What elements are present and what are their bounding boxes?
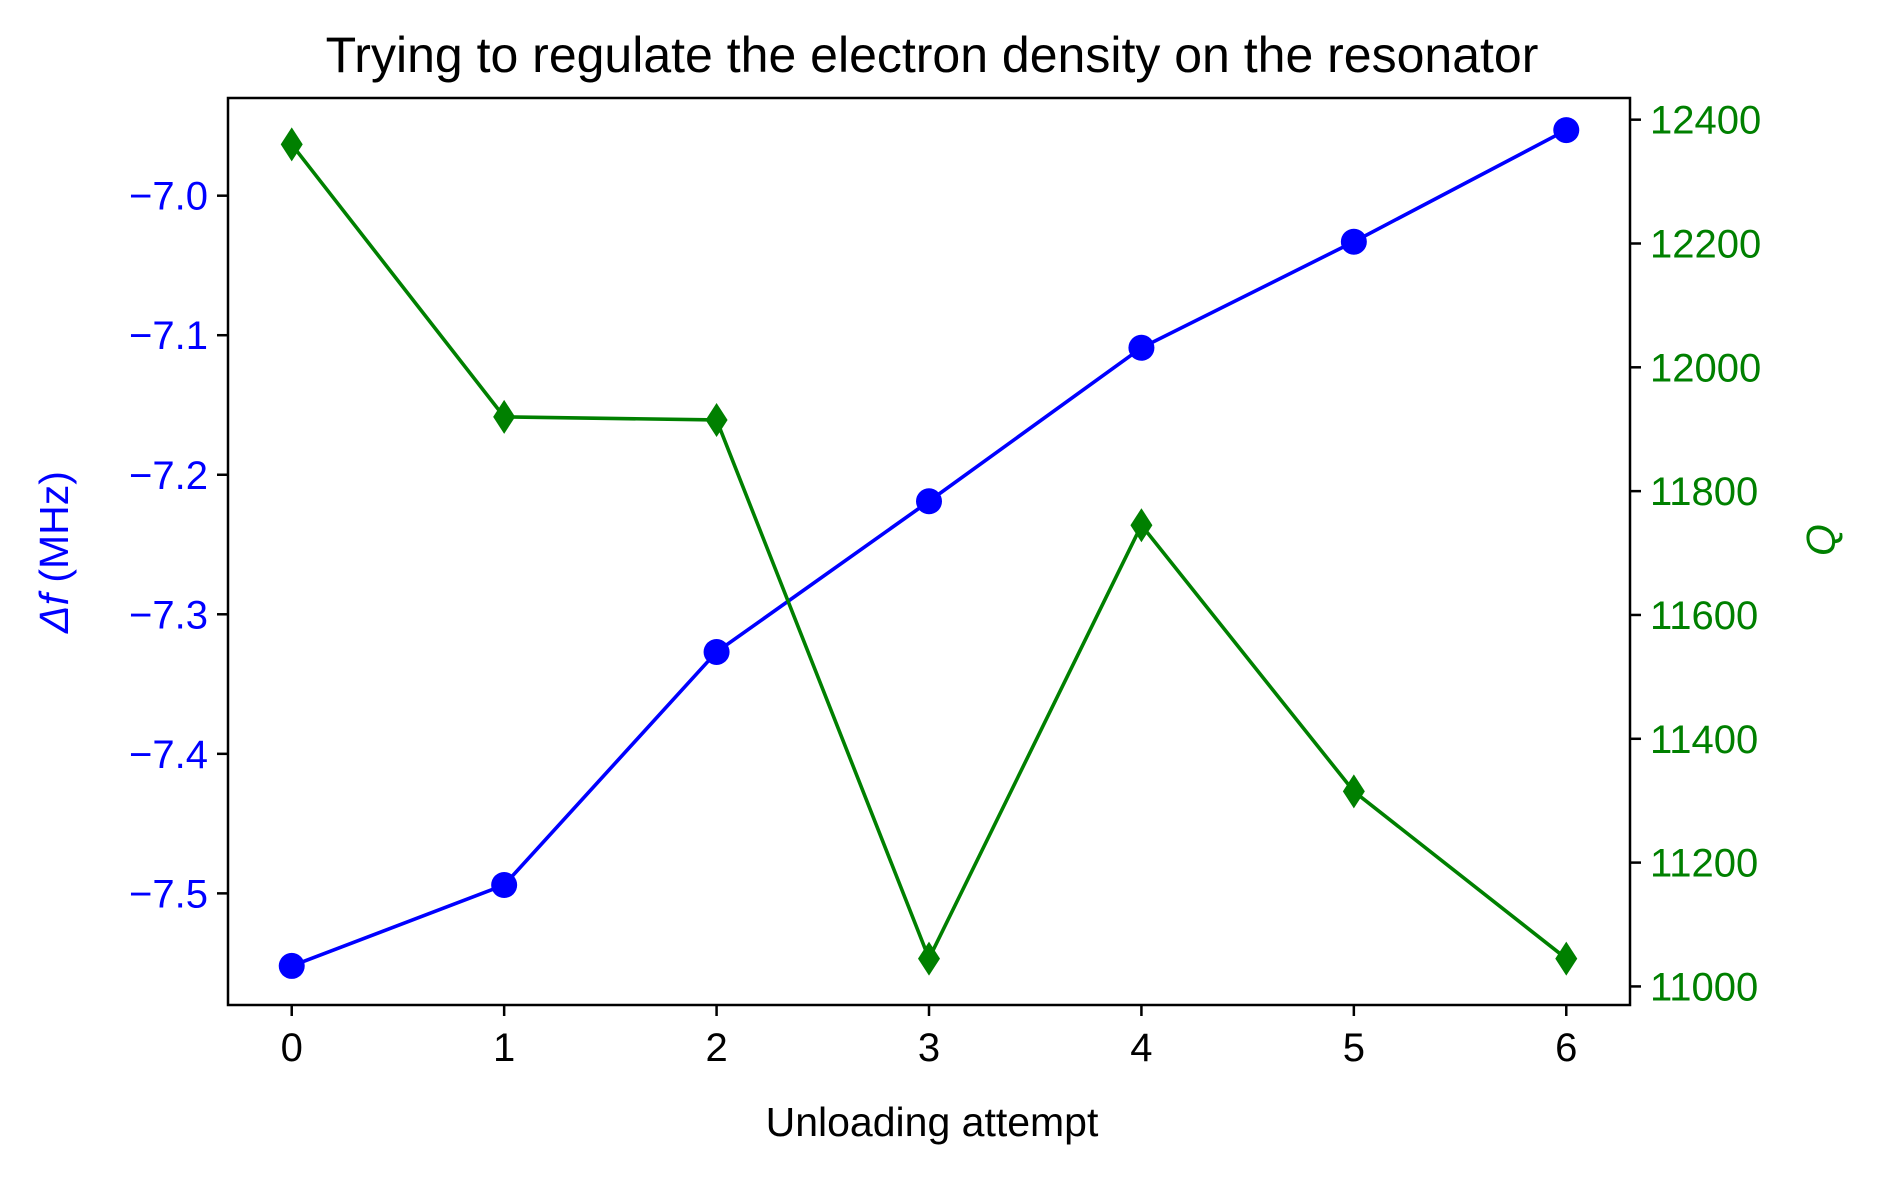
series-1-point <box>278 952 305 979</box>
y-left-tick-label: −7.0 <box>129 175 208 219</box>
y-right-tick-label: 11400 <box>1650 718 1758 762</box>
y-left-tick-label: −7.5 <box>129 872 208 916</box>
x-tick-label: 4 <box>1130 1026 1152 1070</box>
series-2-point <box>1130 508 1153 543</box>
y-axis-left-label: Δf (MHz) <box>31 471 77 634</box>
series-1-point <box>1128 334 1155 361</box>
y-axis-left-symbol: Δf <box>31 590 77 634</box>
y-left-tick-label: −7.1 <box>129 314 208 358</box>
series-2-point <box>280 127 303 162</box>
x-tick-label: 0 <box>281 1026 303 1070</box>
series-2-point <box>918 941 940 976</box>
series-2-point <box>1555 941 1578 976</box>
series-2-point <box>705 402 728 437</box>
x-tick-label: 1 <box>493 1026 515 1070</box>
y-right-tick-label: 11000 <box>1650 965 1758 1009</box>
y-axis-right-label: Q <box>1798 524 1844 556</box>
y-right-tick-label: 11600 <box>1650 594 1758 638</box>
x-axis-label: Unloading attempt <box>766 1099 1099 1145</box>
y-left-tick-label: −7.3 <box>129 593 208 637</box>
series-2-line <box>290 143 1568 961</box>
y-right-tick-label: 12200 <box>1650 222 1761 266</box>
y-axis-left-unit: (MHz) <box>31 471 77 594</box>
series-2-point <box>1342 774 1365 809</box>
series-1-point <box>916 488 942 515</box>
x-tick-label: 2 <box>705 1026 727 1070</box>
series-1-point <box>1553 117 1580 144</box>
y-right-tick-label: 12000 <box>1650 346 1761 390</box>
plot-frame <box>226 96 1632 1007</box>
series-1-point <box>703 638 730 665</box>
series-1-point <box>491 871 518 898</box>
y-right-tick-label: 11200 <box>1650 842 1758 886</box>
x-tick-label: 5 <box>1343 1026 1365 1070</box>
x-tick-label: 3 <box>918 1026 940 1070</box>
chart-title: Trying to regulate the electron density … <box>326 27 1539 83</box>
y-left-tick-label: −7.2 <box>129 454 208 498</box>
series-2-point <box>493 399 516 434</box>
series-1-point <box>1340 228 1367 255</box>
y-right-tick-label: 11800 <box>1650 470 1758 514</box>
x-tick-label: 6 <box>1555 1026 1577 1070</box>
plot-area: 0 1 2 3 4 5 6 −7.5 −7.4 −7.3 −7.2 −7.1 −7.0 11000 1120… <box>129 96 1761 1070</box>
y-right-tick-label: 12400 <box>1650 99 1761 143</box>
y-left-tick-label: −7.4 <box>129 733 208 777</box>
series-1-line <box>291 128 1568 968</box>
